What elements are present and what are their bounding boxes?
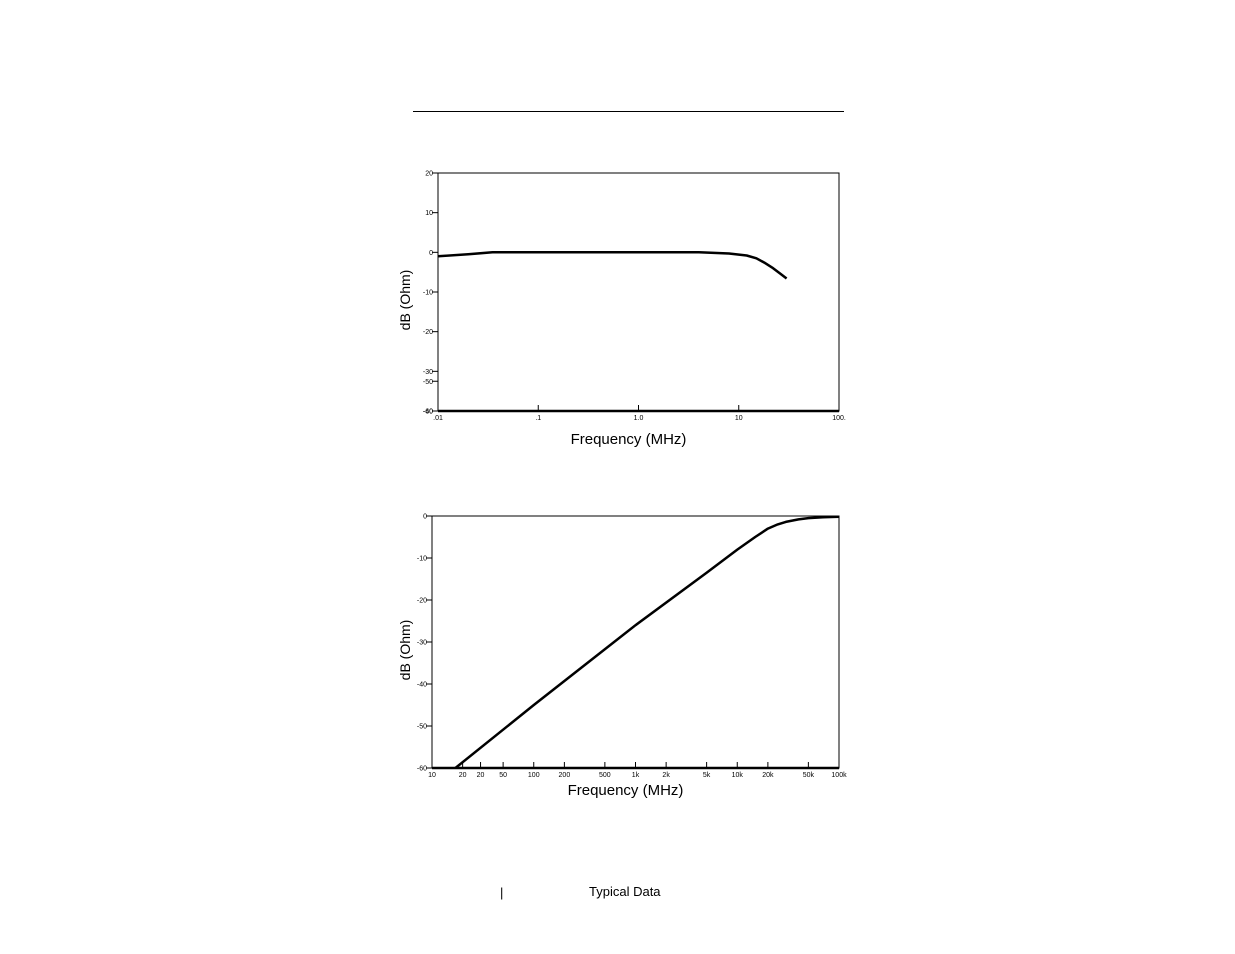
y-tick-label: -30 (423, 369, 433, 376)
x-tick-label: 5k (703, 772, 711, 779)
series-line (437, 251, 788, 280)
y-tick-label: -10 (417, 556, 427, 563)
x-axis-label: Frequency (MHz) (571, 431, 687, 448)
y-tick-label: -40 (423, 409, 433, 416)
plot-frame (431, 515, 840, 769)
plot-frame (437, 172, 840, 412)
y-axis-label: dB (Ohm) (397, 270, 413, 331)
y-tick-label: 0 (423, 514, 427, 521)
x-tick-label: 100 (528, 772, 540, 779)
x-tick-label: 200 (559, 772, 571, 779)
x-tick-label: 50k (803, 772, 815, 779)
x-tick-label: 20k (762, 772, 774, 779)
y-tick-label: -10 (423, 290, 433, 297)
x-tick-label: 20 (477, 772, 485, 779)
x-tick-label: 10k (732, 772, 744, 779)
x-tick-label: 500 (599, 772, 611, 779)
x-tick-label: 100k (831, 772, 847, 779)
y-tick-label: -20 (423, 329, 433, 336)
footer-caption: Typical Data (589, 884, 661, 899)
x-tick-label: 1k (632, 772, 640, 779)
x-tick-label: 2k (662, 772, 670, 779)
y-tick-label: -40 (417, 682, 427, 689)
y-tick-label: -60 (423, 409, 433, 416)
y-tick-label: -50 (423, 379, 433, 386)
x-tick-label: 50 (499, 772, 507, 779)
chart-response-rolloff: 0 -10 -20 -30 -40 -50 -60 10 20 20 50 100 200 500 1k 2… (397, 514, 847, 800)
x-tick-label: 10 (428, 772, 436, 779)
x-tick-label: 10 (735, 415, 743, 422)
x-tick-label: 20 (459, 772, 467, 779)
chart-response-flat: 20 10 0 -10 -20 -30 -40 -50 -60 .01 .1 1.0 10 100. F… (397, 171, 846, 449)
y-tick-label: 20 (425, 171, 433, 178)
x-axis-label: Frequency (MHz) (568, 782, 684, 799)
y-tick-label: -30 (417, 640, 427, 647)
top-rule (413, 111, 844, 112)
y-tick-label: 0 (429, 250, 433, 257)
y-tick-label: -60 (417, 766, 427, 773)
x-tick-label: 100. (832, 415, 846, 422)
y-tick-label: 10 (425, 210, 433, 217)
y-axis-label: dB (Ohm) (397, 620, 413, 681)
footer-separator: | (500, 885, 504, 900)
x-tick-label: .1 (535, 415, 541, 422)
y-tick-label: -50 (417, 724, 427, 731)
x-tick-label: .01 (433, 415, 443, 422)
x-tick-label: 1.0 (634, 415, 644, 422)
y-tick-label: -20 (417, 598, 427, 605)
series-line (454, 515, 840, 769)
